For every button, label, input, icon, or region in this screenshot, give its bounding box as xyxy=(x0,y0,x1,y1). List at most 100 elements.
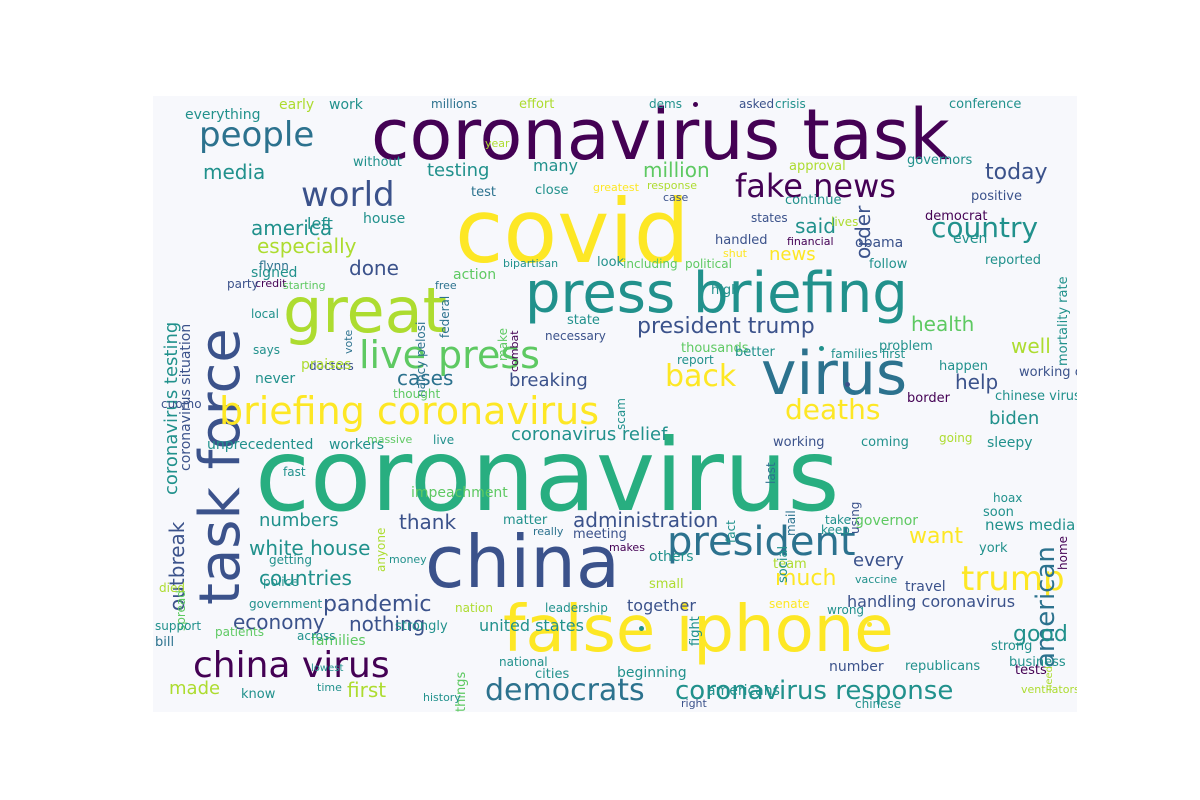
word-local: local xyxy=(251,307,279,321)
word-problem: problem xyxy=(879,339,933,354)
word-federal: federal xyxy=(438,295,452,338)
word-bipartisan: bipartisan xyxy=(503,257,559,270)
word-trump: trump xyxy=(961,559,1065,599)
word-social: social xyxy=(776,545,791,583)
word-said: said xyxy=(795,214,836,238)
word-response: response xyxy=(647,179,697,192)
word-effort: effort xyxy=(519,97,555,112)
word-without: without xyxy=(353,155,402,170)
word-media: media xyxy=(203,160,266,184)
word-time: time xyxy=(317,681,342,694)
word-national: national xyxy=(499,655,548,669)
word-close: close xyxy=(535,183,569,198)
word-back: back xyxy=(665,359,737,394)
word-breaking: breaking xyxy=(509,370,588,391)
word-families-first: families first xyxy=(831,347,906,361)
word-state: state xyxy=(567,313,600,328)
word-border: border xyxy=(907,391,950,406)
word-approval: approval xyxy=(789,159,846,174)
word-meeting: meeting xyxy=(573,527,627,542)
word-chinese: chinese xyxy=(855,697,902,711)
word-history: history xyxy=(423,691,461,704)
dot-mark xyxy=(867,622,872,627)
word-governor: governor xyxy=(855,513,919,529)
word-test: test xyxy=(471,185,496,200)
word-left: left xyxy=(307,214,333,233)
word-strongly: strongly xyxy=(395,619,448,634)
word-doctors: doctors xyxy=(309,359,354,373)
word-economy: economy xyxy=(233,610,325,634)
word-america: america xyxy=(251,216,333,240)
word-cloud: coronavirus task covid press briefing great… xyxy=(153,96,1077,712)
word-going: going xyxy=(939,431,973,445)
word-every: every xyxy=(853,550,904,571)
word-small: small xyxy=(649,577,684,592)
word-business: business xyxy=(1009,655,1066,670)
word-bill: bill xyxy=(155,635,175,650)
word-asked: asked xyxy=(739,97,775,111)
word-crisis: crisis xyxy=(775,97,806,111)
word-good: good xyxy=(1013,622,1068,647)
word-fake-news: fake news xyxy=(735,167,896,205)
word-covid: covid xyxy=(455,180,690,283)
word-report: report xyxy=(677,353,714,367)
word-press-briefing: press briefing xyxy=(525,261,908,326)
word-chinese-virus: chinese virus xyxy=(995,389,1077,404)
word-nation: nation xyxy=(455,601,493,615)
word-sleepy: sleepy xyxy=(987,435,1033,451)
dot-mark xyxy=(819,346,824,351)
word-never: never xyxy=(255,371,296,387)
word-beginning: beginning xyxy=(617,665,687,681)
word-fight: fight xyxy=(688,616,703,646)
word-well: well xyxy=(1011,334,1051,358)
word-leadership: leadership xyxy=(545,601,608,615)
word-work: work xyxy=(329,97,363,113)
word-many: many xyxy=(533,156,578,175)
word-ventilators: ventilators xyxy=(1021,683,1077,696)
word-cities: cities xyxy=(535,667,570,682)
word-vaccine: vaccine xyxy=(855,573,898,586)
word-thousands: thousands xyxy=(681,341,749,356)
word-much: much xyxy=(775,566,837,591)
word-coronavirus: coronavirus xyxy=(255,417,840,534)
word-money: money xyxy=(389,553,427,566)
word-obama: obama xyxy=(855,235,904,251)
word-dems: dems xyxy=(649,97,682,111)
word-deaths: deaths xyxy=(785,393,881,426)
word-especially: especially xyxy=(257,234,357,258)
word-house: house xyxy=(363,211,406,227)
word-flynn: flynn xyxy=(259,259,289,273)
word-positive: positive xyxy=(971,189,1022,204)
word-follow: follow xyxy=(869,257,908,272)
word-even: even xyxy=(953,231,988,247)
word-massive: massive xyxy=(367,433,413,446)
word-lowest: lowest xyxy=(311,663,344,674)
word-look: look xyxy=(597,255,625,270)
word-biden: biden xyxy=(989,408,1040,429)
word-million: million xyxy=(643,158,710,182)
word-york: york xyxy=(979,541,1008,556)
word-republicans: republicans xyxy=(905,659,981,674)
word-millions: millions xyxy=(431,97,478,111)
word-scam: scam xyxy=(614,398,628,430)
word-cases: cases xyxy=(397,366,454,390)
word-live: live xyxy=(433,433,455,447)
word-high: high xyxy=(711,283,740,298)
word-vote: vote xyxy=(342,329,355,354)
word-working: working xyxy=(773,435,825,450)
word-want: want xyxy=(909,524,964,549)
word-praises: praises xyxy=(301,357,352,373)
word-tests: tests xyxy=(1015,663,1047,678)
word-including: including xyxy=(623,257,678,271)
word-great: great xyxy=(283,274,447,347)
word-signed: signed xyxy=(251,265,298,281)
word-everything: everything xyxy=(185,107,261,123)
word-political: political xyxy=(685,257,732,271)
word-coronavirus-relief: coronavirus relief xyxy=(511,424,668,445)
word-government: government xyxy=(249,597,323,611)
word-president-trump: president trump xyxy=(637,314,815,339)
word-better: better xyxy=(735,345,775,360)
word-president: president xyxy=(667,519,856,565)
word-senate: senate xyxy=(769,597,810,611)
word-action: action xyxy=(453,267,497,283)
